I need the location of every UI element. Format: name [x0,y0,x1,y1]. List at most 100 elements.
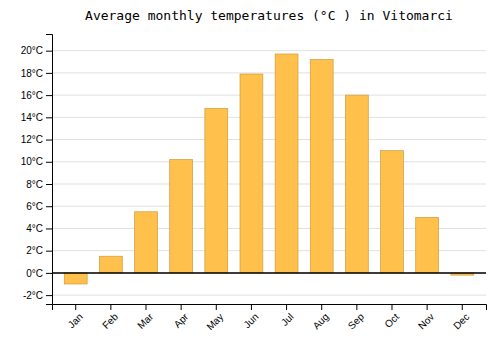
grid-line [52,50,486,51]
y-tick-mark [46,251,52,252]
x-tick-mark [286,304,287,310]
y-tick-mark [46,73,52,74]
x-tick-mark [391,304,392,310]
x-tick: Nov [416,304,436,331]
y-tick-mark [46,184,52,185]
x-axis: Jan Feb Mar Apr May Jun Jul Aug Sep Oct Nov Dec [53,304,487,332]
x-tick: Aug [311,304,331,331]
y-tick-label: 16°C [21,90,43,101]
bar [205,108,228,272]
y-tick-label: 10°C [21,156,43,167]
x-tick: Dec [451,304,471,331]
x-tick: May [204,304,225,332]
y-axis-line [46,35,53,305]
chart: -2°C 0°C 2°C 4°C 6°C 8°C 10°C 12°C 14°C 16°C 18°C 2… [0,0,500,350]
x-tick-label: Sep [346,311,367,332]
y-tick: 4°C [26,223,52,234]
x-tick: Feb [100,304,120,331]
y-tick-mark [46,295,52,296]
x-tick-label: Jun [241,311,260,330]
y-tick-mark [46,206,52,207]
x-tick-mark [462,304,463,310]
x-tick-mark [321,304,322,310]
x-tick-label: Jul [279,311,296,328]
y-tick: 16°C [21,90,52,101]
x-tick-label: Oct [382,311,401,330]
y-axis: -2°C 0°C 2°C 4°C 6°C 8°C 10°C 12°C 14°C 16°C 18°C 2… [21,35,53,305]
y-tick-label: 6°C [26,201,43,212]
grid-line [52,184,486,185]
x-tick-mark [75,304,76,310]
x-tick-label: Nov [416,311,436,331]
y-tick: -2°C [23,290,52,301]
x-tick-label: May [204,311,225,332]
grid-line [52,72,486,73]
y-tick-label: 20°C [21,45,43,56]
grid-line [52,95,486,96]
bar [416,217,439,273]
x-tick-label: Feb [100,311,120,331]
x-tick: Jun [241,304,260,330]
x-tick: Sep [346,304,367,331]
y-tick-label: 4°C [26,223,43,234]
y-tick-label: 12°C [21,134,43,145]
y-tick: 6°C [26,201,52,212]
x-tick-mark [181,304,182,310]
y-tick: 8°C [26,179,52,190]
bar [310,60,333,273]
grid-line [52,117,486,118]
grid-line [52,161,486,162]
bar [135,212,158,273]
y-tick-mark [46,140,52,141]
bar [275,54,298,273]
zero-line [52,272,486,274]
y-tick-label: 2°C [26,245,43,256]
y-tick-label: 0°C [26,268,43,279]
x-tick-mark [146,304,147,310]
grid-line [52,206,486,207]
grid-line [52,139,486,140]
x-tick-label: Apr [172,311,191,330]
x-tick-mark [110,304,111,310]
grid-line [52,295,486,296]
y-tick-mark [46,273,52,274]
x-tick-label: Aug [311,311,331,331]
y-tick: 20°C [21,45,52,56]
y-tick: 10°C [21,156,52,167]
bar [64,273,87,284]
y-tick-mark [46,228,52,229]
y-tick-label: 14°C [21,112,43,123]
y-tick: 18°C [21,68,52,79]
x-tick: Jul [279,304,296,328]
y-tick-label: 18°C [21,68,43,79]
y-tick-mark [46,95,52,96]
bar [99,256,122,273]
bars [64,54,473,284]
bar [240,74,263,273]
x-tick: Mar [135,304,155,331]
bar [345,95,368,273]
x-tick: Apr [172,304,191,330]
x-tick-label: Mar [135,311,155,331]
y-tick-mark [46,162,52,163]
x-tick-label: Dec [451,311,471,331]
y-tick: 0°C [26,268,52,279]
x-tick-mark [356,304,357,310]
y-tick: 2°C [26,245,52,256]
x-axis-line [53,305,487,311]
y-tick-mark [46,117,52,118]
y-tick: 14°C [21,112,52,123]
x-tick: Jan [66,304,85,330]
x-tick: Oct [382,304,401,330]
x-tick-label: Jan [66,311,85,330]
y-tick-label: -2°C [23,290,43,301]
grid [52,51,486,295]
x-tick-mark [251,304,252,310]
x-tick-mark [427,304,428,310]
x-tick-mark [216,304,217,310]
bar [381,151,404,273]
plot: -2°C 0°C 2°C 4°C 6°C 8°C 10°C 12°C 14°C 16°C 18°C 2… [21,35,487,333]
y-tick-mark [46,51,52,52]
title: Average monthly temperatures (°C ) in Vi… [85,8,453,23]
bar [170,160,193,273]
